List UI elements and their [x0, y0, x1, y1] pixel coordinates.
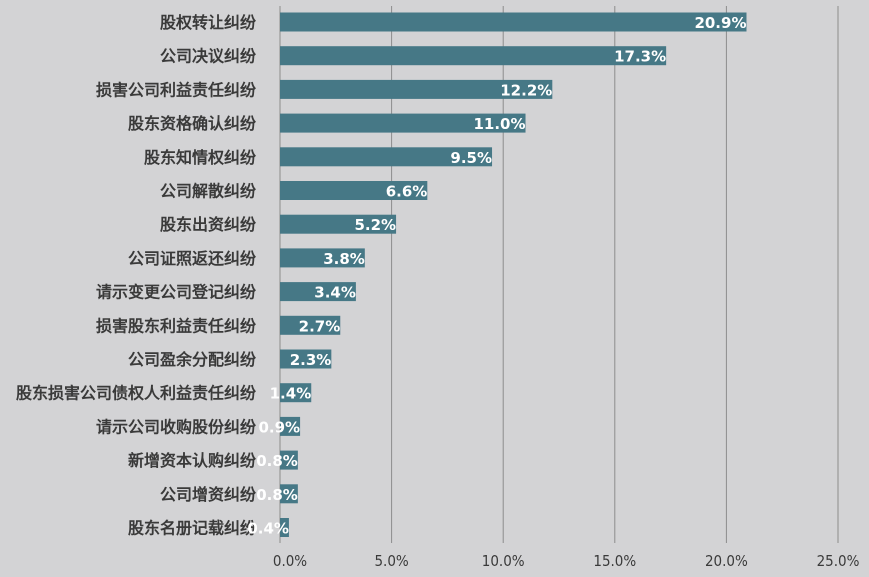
- data-label: 20.9%: [694, 14, 746, 32]
- bar: [280, 416, 301, 436]
- x-tick-label: 5.0%: [374, 552, 408, 570]
- category-label: 股东名册记载纠纷: [128, 519, 256, 538]
- data-label: 5.2%: [354, 216, 396, 234]
- bar: [280, 214, 397, 234]
- x-tick-label: 20.0%: [705, 552, 748, 570]
- bar: [280, 518, 289, 537]
- category-label: 股东损害公司债权人利益责任纠纷: [16, 384, 256, 403]
- category-label: 损害公司利益责任纠纷: [96, 80, 256, 99]
- data-label: 6.6%: [386, 183, 428, 201]
- data-label: 3.4%: [314, 284, 356, 302]
- bars: [280, 12, 747, 537]
- category-label: 请示公司收购股份纠纷: [96, 417, 256, 436]
- bar: [280, 46, 667, 66]
- x-tick-label: 25.0%: [817, 552, 860, 570]
- category-label: 股东知情权纠纷: [144, 148, 256, 167]
- category-label: 股东出资纠纷: [160, 215, 256, 234]
- bar: [280, 181, 428, 200]
- bar: [280, 484, 298, 504]
- data-label: 9.5%: [450, 149, 492, 167]
- category-label: 公司证照返还纠纷: [128, 249, 256, 268]
- data-label: 12.2%: [500, 81, 552, 99]
- category-label: 公司决议纠纷: [160, 47, 256, 66]
- category-label: 股东资格确认纠纷: [128, 114, 256, 133]
- bar: [280, 147, 493, 167]
- data-label: 2.3%: [290, 351, 332, 369]
- category-label: 公司增资纠纷: [160, 485, 256, 504]
- data-label: 17.3%: [614, 48, 666, 66]
- bar: [280, 349, 332, 369]
- data-label: 2.7%: [299, 317, 341, 335]
- bar: [280, 282, 356, 302]
- data-label: 0.9%: [258, 418, 300, 436]
- x-tick-label: 10.0%: [482, 552, 525, 570]
- bar: [280, 248, 365, 268]
- category-label: 请示变更公司登记纠纷: [96, 283, 256, 302]
- data-label: 0.4%: [247, 520, 289, 538]
- data-label: 11.0%: [473, 115, 525, 133]
- category-label: 损害股东利益责任纠纷: [96, 316, 256, 335]
- bar: [280, 450, 298, 470]
- bar: [280, 113, 526, 133]
- x-axis-tick-labels: 0.0% 5.0% 10.0% 15.0% 20.0% 25.0%: [273, 552, 860, 570]
- category-label: 公司解散纠纷: [160, 182, 256, 201]
- x-tick-label: 15.0%: [593, 552, 636, 570]
- data-labels: 20.9% 17.3% 12.2% 11.0% 9.5% 6.6% 5.2% 3.8% 3.4%…: [247, 14, 746, 538]
- data-label: 3.8%: [323, 250, 365, 268]
- category-labels: 股权转让纠纷公司决议纠纷损害公司利益责任纠纷股东资格确认纠纷股东知情权纠纷公司解…: [16, 13, 256, 538]
- bar: [280, 383, 312, 403]
- data-label: 1.4%: [270, 385, 312, 403]
- category-label: 新增资本认购纠纷: [128, 451, 256, 470]
- category-label: 公司盈余分配纠纷: [128, 350, 256, 369]
- bar: [280, 12, 747, 32]
- category-label: 股权转让纠纷: [160, 13, 256, 32]
- bar: [280, 315, 341, 335]
- x-tick-label: 0.0%: [273, 552, 307, 570]
- data-label: 0.8%: [256, 486, 298, 504]
- bar: [280, 79, 553, 99]
- data-label: 0.8%: [256, 452, 298, 470]
